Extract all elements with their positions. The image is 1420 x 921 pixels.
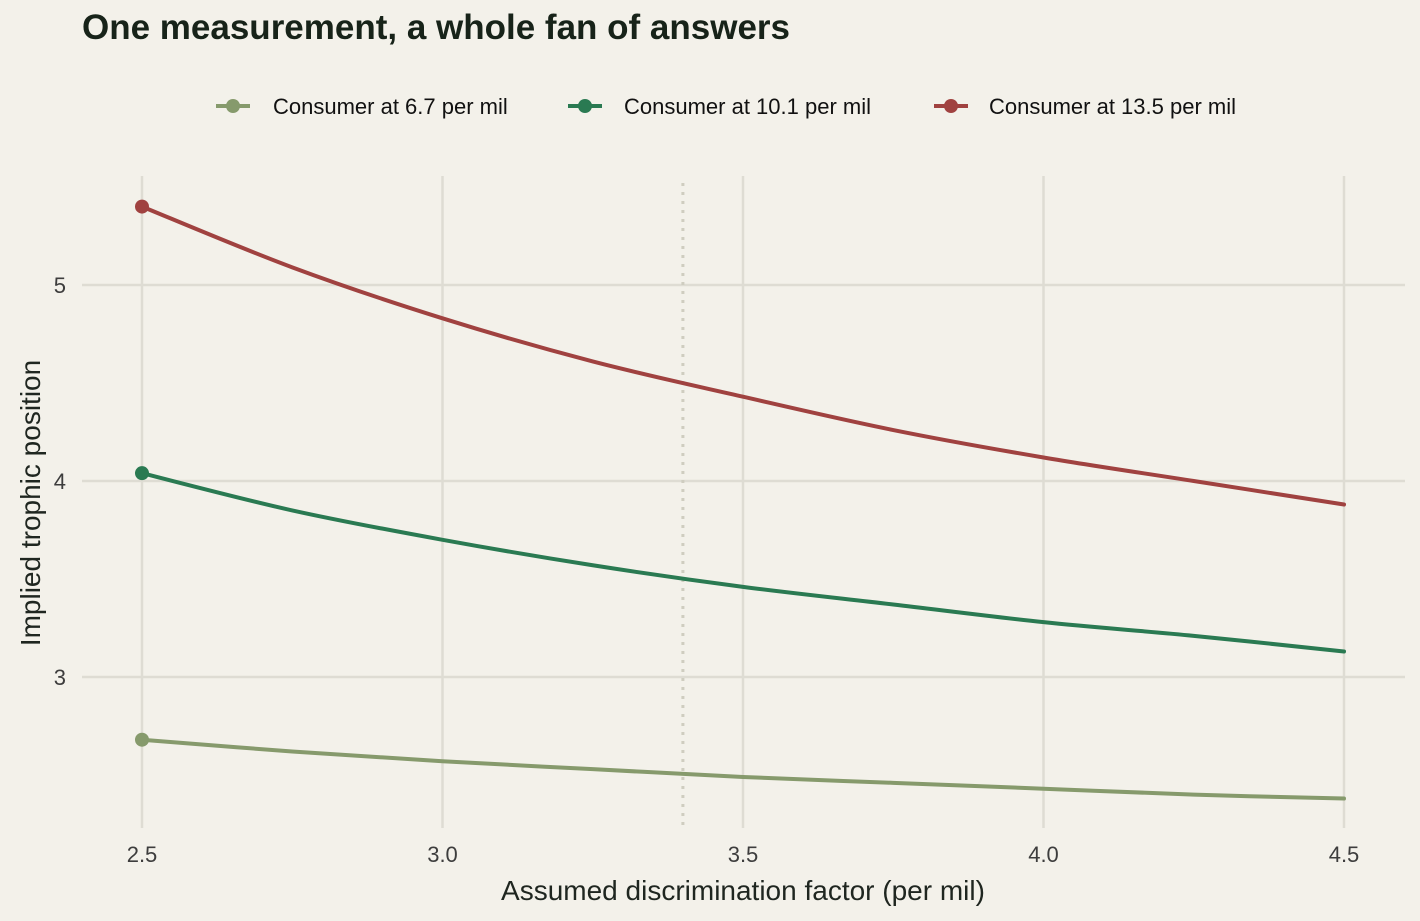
x-axis-title: Assumed discrimination factor (per mil) <box>501 875 985 906</box>
y-axis-title: Implied trophic position <box>15 360 46 646</box>
legend-key-marker-1 <box>226 99 240 113</box>
series-line-2 <box>140 471 1346 654</box>
legend-key-marker-3 <box>944 99 958 113</box>
series-start-point-2 <box>135 466 149 481</box>
series-start-point-3 <box>135 199 149 214</box>
y-tick-label: 3 <box>54 665 66 690</box>
x-tick-label: 4.5 <box>1329 842 1360 867</box>
series-start-point-1 <box>135 732 149 747</box>
legend-label-3: Consumer at 13.5 per mil <box>989 94 1236 119</box>
x-tick-label: 3.0 <box>427 842 458 867</box>
legend-label-2: Consumer at 10.1 per mil <box>624 94 871 119</box>
x-tick-label: 3.5 <box>728 842 759 867</box>
x-tick-label: 2.5 <box>127 842 158 867</box>
y-tick-label: 5 <box>54 273 66 298</box>
series-line-1 <box>140 737 1346 801</box>
legend-key-marker-2 <box>578 99 592 113</box>
legend-label-1: Consumer at 6.7 per mil <box>273 94 508 119</box>
y-tick-label: 4 <box>54 469 66 494</box>
series-line-3 <box>140 204 1346 507</box>
chart-title: One measurement, a whole fan of answers <box>82 8 790 47</box>
x-tick-label: 4.0 <box>1028 842 1059 867</box>
